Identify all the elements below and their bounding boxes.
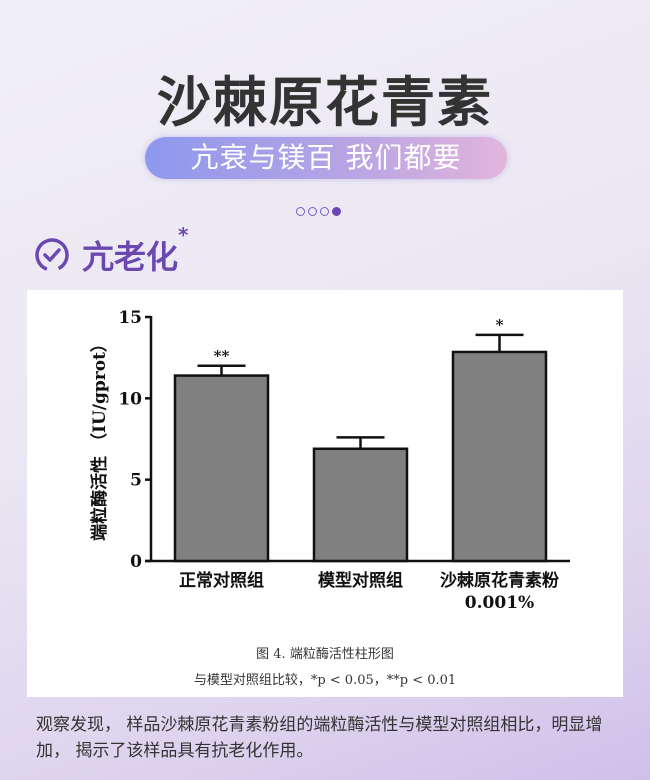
y-tick-label: 15	[118, 308, 142, 328]
pager-dots	[296, 207, 341, 216]
x-tick-label: 沙棘原花青素粉	[440, 570, 559, 591]
bar	[312, 447, 409, 563]
chart-caption: 图 4. 端粒酶活性柱形图	[256, 646, 394, 662]
significance-mark: **	[214, 347, 230, 365]
pager-dot[interactable]	[296, 207, 305, 216]
chart-note: 与模型对照组比较，*p < 0.05，**p < 0.01	[194, 673, 456, 688]
pager-dot[interactable]	[320, 207, 329, 216]
y-tick-label: 5	[130, 471, 142, 491]
x-tick-label: 模型对照组	[318, 570, 403, 591]
y-tick-label: 10	[118, 389, 142, 409]
description-text: 观察发现， 样品沙棘原花青素粉组的端粒酶活性与模型对照组相比，明显增加， 揭示了…	[36, 715, 603, 761]
y-axis-label: 端粒酶活性 （IU/gprot）	[89, 335, 110, 541]
x-tick-sublabel: 0.001%	[465, 593, 534, 613]
section-title: 亢老化*	[82, 223, 189, 276]
subtitle-banner: 亢衰与镁百 我们都要	[145, 137, 507, 179]
significance-mark: *	[496, 316, 504, 334]
y-tick-label: 0	[130, 552, 142, 572]
pager-dot[interactable]	[308, 207, 317, 216]
bar	[451, 350, 548, 563]
x-tick-label: 正常对照组	[179, 570, 264, 591]
check-circle-icon	[35, 238, 69, 272]
chart-panel: 0 5 10 15 ** 正常对照组 模型对照组 * 沙棘原花青素粉 0.001% 端粒酶活性 （…	[27, 290, 623, 697]
bar	[173, 374, 270, 563]
page-title: 沙棘原花青素	[157, 70, 493, 134]
section-heading: 亢老化*	[34, 223, 189, 278]
pager-dot-active[interactable]	[332, 207, 341, 216]
